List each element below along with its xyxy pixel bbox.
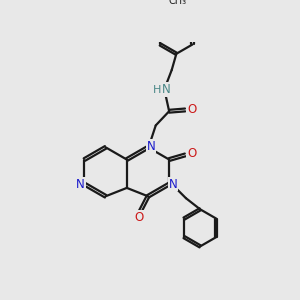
- Text: N: N: [147, 140, 155, 152]
- Text: O: O: [187, 103, 196, 116]
- Text: N: N: [162, 83, 171, 96]
- Text: N: N: [76, 178, 85, 191]
- Text: O: O: [134, 211, 144, 224]
- Text: N: N: [169, 178, 178, 190]
- Text: H: H: [153, 85, 161, 94]
- Text: CH₃: CH₃: [168, 0, 186, 6]
- Text: O: O: [187, 147, 196, 160]
